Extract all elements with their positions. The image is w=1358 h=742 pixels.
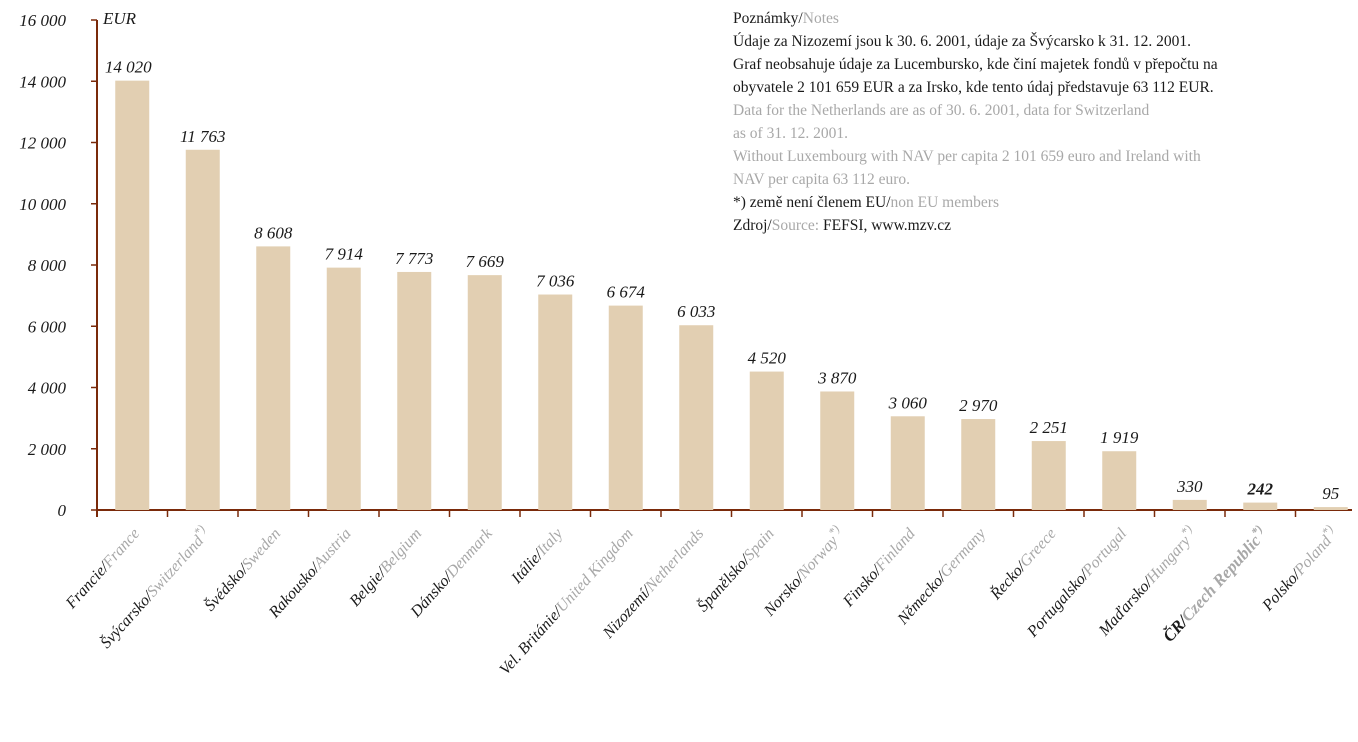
bar	[679, 325, 714, 510]
notes-non-eu: *) země není členem EU/non EU members	[733, 191, 1353, 214]
y-tick-label: 6 000	[28, 317, 67, 336]
notes-source-en: Source:	[771, 217, 823, 234]
notes-cz-line-3: obyvatele 2 101 659 EUR a za Irsko, kde …	[733, 79, 1214, 96]
data-label: 7 036	[536, 272, 575, 291]
notes-non-eu-en: non EU members	[890, 194, 999, 211]
category-label: Vel. Británie/United Kingdom	[497, 525, 637, 678]
notes-source-value: FEFSI, www.mzv.cz	[822, 217, 951, 234]
data-label: 95	[1322, 484, 1339, 503]
y-tick-label: 2 000	[28, 440, 67, 459]
notes-block: Poznámky/Notes Údaje za Nizozemí jsou k …	[733, 7, 1353, 237]
category-label: Polsko/Poland*)	[1255, 522, 1342, 615]
bar	[115, 80, 150, 510]
category-label: Francie/France	[62, 525, 143, 612]
data-label: 2 251	[1030, 418, 1068, 437]
bar	[326, 267, 361, 510]
data-label: 2 970	[959, 396, 998, 415]
category-label: Švédsko/Sweden	[200, 524, 284, 615]
data-label: 3 870	[817, 368, 857, 387]
data-label: 4 520	[748, 349, 787, 368]
notes-en-line-1: Data for the Netherlands are as of 30. 6…	[733, 102, 1150, 119]
bar	[961, 419, 996, 510]
y-tick-label: 10 000	[19, 195, 66, 214]
data-label: 6 033	[677, 302, 715, 321]
notes-en-line-4: NAV per capita 63 112 euro.	[733, 171, 911, 188]
bar	[749, 371, 784, 510]
notes-en-line-3: Without Luxembourg with NAV per capita 2…	[733, 148, 1201, 165]
bar	[1243, 502, 1278, 510]
bar	[1172, 499, 1207, 510]
bar	[1102, 451, 1137, 510]
y-tick-label: 12 000	[19, 134, 66, 153]
data-label: 3 060	[888, 393, 928, 412]
category-label: Finsko/Finland	[839, 525, 919, 611]
data-label: 7 773	[395, 249, 433, 268]
notes-cz-line-2: Graf neobsahuje údaje za Lucembursko, kd…	[733, 56, 1218, 73]
bar	[467, 275, 502, 510]
bar	[1031, 441, 1066, 510]
bar	[256, 246, 291, 510]
bar	[185, 149, 220, 510]
notes-cz-line-1: Údaje za Nizozemí jsou k 30. 6. 2001, úd…	[733, 33, 1192, 50]
data-label: 242	[1247, 480, 1274, 499]
bar	[397, 271, 432, 510]
y-axis-unit-label: EUR	[102, 9, 137, 28]
notes-non-eu-cz: *) země není členem EU/	[733, 194, 891, 211]
data-label: 11 763	[180, 127, 226, 146]
bar	[608, 305, 643, 510]
notes-heading-cz: Poznámky/	[733, 10, 803, 27]
data-label: 7 914	[325, 245, 364, 264]
y-tick-label: 8 000	[28, 256, 67, 275]
data-label: 8 608	[254, 223, 293, 242]
data-label: 14 020	[105, 58, 152, 77]
y-tick-label: 14 000	[19, 72, 66, 91]
y-tick-label: 16 000	[19, 11, 66, 30]
y-tick-label: 4 000	[28, 379, 67, 398]
category-label: Belgie/Belgium	[347, 525, 426, 610]
y-tick-label: 0	[58, 501, 67, 520]
data-label: 7 669	[466, 252, 505, 271]
notes-source: Zdroj/Source: FEFSI, www.mzv.cz	[733, 214, 1353, 237]
notes-heading: Poznámky/Notes	[733, 7, 1353, 30]
bar	[538, 294, 573, 510]
notes-source-cz: Zdroj/	[733, 217, 772, 234]
notes-heading-en: Notes	[802, 10, 839, 27]
data-label: 6 674	[607, 283, 646, 302]
category-label: Švýcarsko/Switzerland*)	[94, 522, 214, 652]
notes-en-line-2: as of 31. 12. 2001.	[733, 125, 848, 142]
bar	[890, 416, 925, 510]
data-label: 1 919	[1100, 428, 1139, 447]
category-label: Itálie/Italy	[508, 525, 567, 588]
data-label: 330	[1176, 477, 1203, 496]
bar	[820, 391, 855, 510]
bar	[1313, 507, 1348, 510]
category-label: Řecko/Greece	[985, 524, 1059, 604]
